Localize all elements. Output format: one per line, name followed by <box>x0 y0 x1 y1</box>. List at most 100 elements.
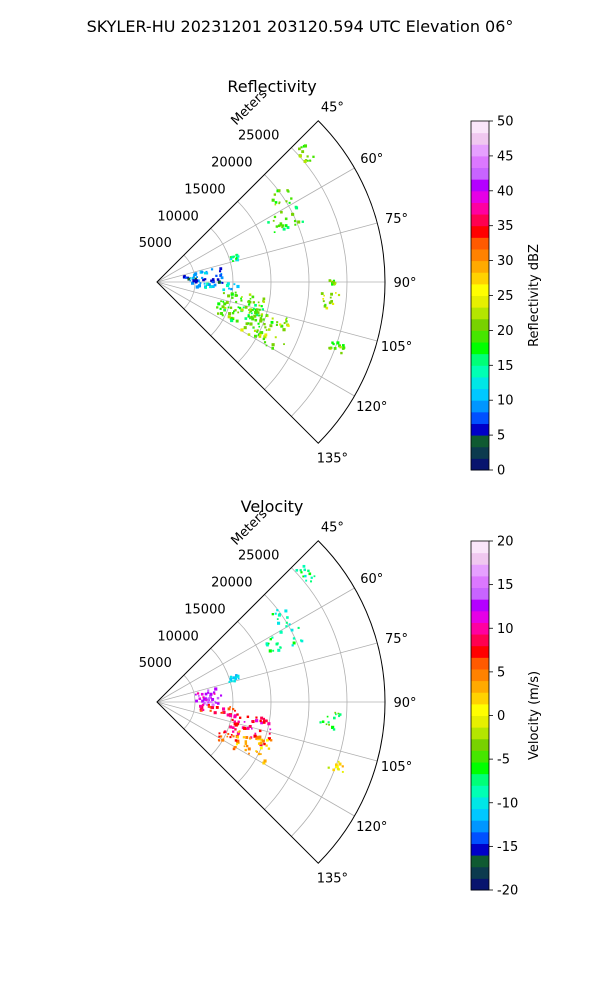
data-point <box>233 715 237 719</box>
data-point <box>331 725 335 729</box>
data-point <box>237 311 240 314</box>
data-point <box>231 255 235 259</box>
data-point <box>274 201 278 204</box>
colorbar-tick-label: 50 <box>497 115 514 130</box>
colorbar-segment <box>471 645 489 658</box>
colorbar-segment <box>471 225 489 238</box>
colorbar-segment <box>471 365 489 378</box>
colorbar-segment <box>471 342 489 355</box>
data-point <box>238 716 242 719</box>
data-point <box>206 703 209 706</box>
data-point <box>298 147 301 151</box>
data-point <box>262 739 265 743</box>
colorbar-tick-label: 30 <box>497 254 514 269</box>
data-point <box>255 716 258 719</box>
data-point <box>210 701 213 703</box>
data-point <box>249 322 253 326</box>
data-point <box>238 306 242 310</box>
data-point <box>259 317 263 320</box>
data-point <box>260 315 263 318</box>
data-point <box>294 223 297 226</box>
theta-tick-label: 135° <box>317 451 348 466</box>
data-point <box>330 292 333 296</box>
colorbar-segment <box>471 237 489 250</box>
data-point <box>246 726 250 730</box>
data-point <box>195 285 199 289</box>
data-point <box>304 574 307 578</box>
colorbar-segment <box>471 423 489 436</box>
data-point <box>259 333 262 336</box>
data-point <box>247 303 251 306</box>
grid-spoke-5 <box>156 281 355 397</box>
data-point <box>229 736 232 739</box>
colorbar-segment <box>471 808 489 821</box>
data-point <box>234 291 237 294</box>
data-point <box>282 227 286 231</box>
data-point <box>288 623 291 626</box>
colorbar-segment <box>471 610 489 623</box>
data-point <box>216 306 219 309</box>
data-point <box>253 734 257 738</box>
data-point <box>213 283 217 287</box>
data-point <box>322 300 325 303</box>
colorbar-tick-label: 5 <box>497 429 505 444</box>
colorbar-tick-label: 0 <box>497 464 505 479</box>
data-point <box>265 329 268 331</box>
data-point <box>236 256 239 259</box>
data-point <box>248 293 252 296</box>
data-point <box>329 296 332 299</box>
velocity-plot-title: Velocity <box>241 497 304 516</box>
data-point <box>276 321 279 324</box>
data-point <box>208 283 211 286</box>
data-point <box>211 285 215 289</box>
data-point <box>213 711 217 715</box>
data-point <box>233 310 235 313</box>
data-point <box>325 306 329 310</box>
data-point <box>268 649 272 653</box>
data-point <box>219 274 223 277</box>
colorbar-segment <box>471 260 489 273</box>
data-point <box>262 720 266 724</box>
data-point <box>338 762 342 766</box>
data-point <box>247 315 250 318</box>
grid-spoke-1 <box>156 587 355 703</box>
data-point <box>279 646 282 649</box>
data-point <box>333 716 336 720</box>
data-point <box>248 724 252 728</box>
data-point <box>254 310 258 315</box>
data-point <box>245 322 249 326</box>
data-point <box>226 735 229 738</box>
colorbar-segment <box>471 634 489 647</box>
data-point <box>339 345 342 349</box>
data-point <box>266 315 269 318</box>
data-point <box>237 677 240 680</box>
data-point <box>247 747 251 751</box>
data-point <box>244 317 248 320</box>
data-point <box>334 763 338 767</box>
colorbar-segment <box>471 272 489 285</box>
colorbar-segment <box>471 541 489 554</box>
data-point <box>263 742 266 746</box>
data-point <box>258 314 261 317</box>
data-point <box>262 297 266 301</box>
data-point <box>286 616 289 619</box>
data-point <box>301 150 305 154</box>
data-point <box>222 292 225 295</box>
data-point <box>261 308 265 311</box>
data-point <box>187 277 191 281</box>
theta-tick-label: 90° <box>393 696 416 711</box>
colorbar-segment <box>471 703 489 716</box>
data-point <box>256 311 260 315</box>
grid-spoke-2 <box>156 642 378 703</box>
data-point <box>258 729 262 733</box>
data-point <box>229 316 233 320</box>
data-point <box>251 720 254 723</box>
data-point <box>190 281 195 285</box>
r-tick-label: 10000 <box>157 209 198 224</box>
data-point <box>253 329 257 332</box>
data-point <box>264 719 268 722</box>
data-point <box>271 317 274 320</box>
colorbar-segment <box>471 762 489 775</box>
data-point <box>263 335 267 339</box>
data-point <box>236 284 240 289</box>
